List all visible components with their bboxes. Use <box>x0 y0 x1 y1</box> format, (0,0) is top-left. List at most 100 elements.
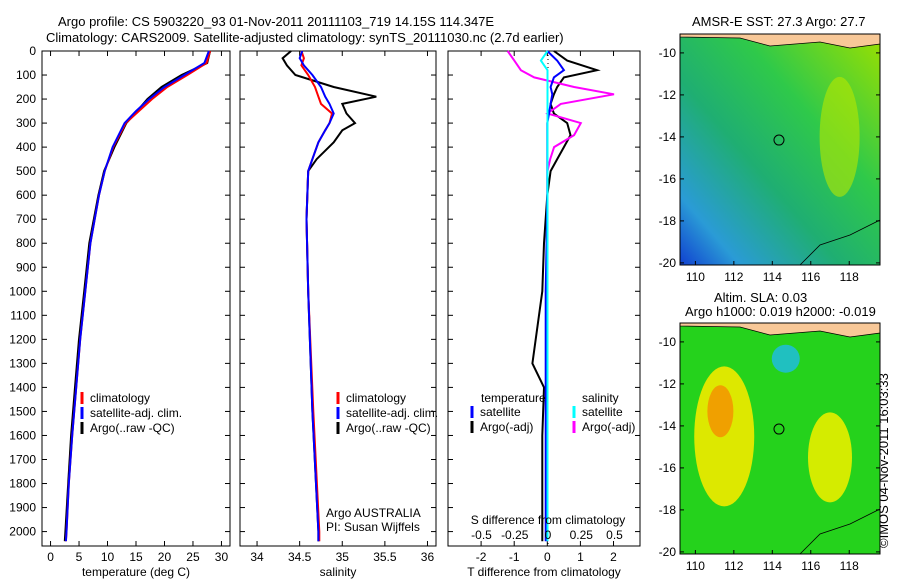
series-climatology-temperature <box>64 50 212 542</box>
depth-contour <box>799 219 881 266</box>
legend-heading: salinity <box>582 391 619 405</box>
series-climatology-salinity <box>300 50 334 542</box>
lon-tick-label: 114 <box>763 559 782 573</box>
title-line-1: Argo profile: CS 5903220_93 01-Nov-2011 … <box>58 14 495 29</box>
lon-tick-label: 118 <box>840 270 859 284</box>
y-tick-label: 1700 <box>9 452 36 466</box>
x-tick-label: 34.5 <box>288 550 312 564</box>
lat-tick-label: -20 <box>659 545 677 559</box>
y-tick-label: 1600 <box>9 428 36 442</box>
series-satellite-salinity <box>298 50 335 542</box>
y-tick-label: 1300 <box>9 356 36 370</box>
lat-tick-label: -10 <box>659 46 677 60</box>
x-tick-label: 34 <box>250 550 264 564</box>
lat-tick-label: -18 <box>659 214 677 228</box>
argo-location-marker <box>773 134 785 146</box>
x-tick-label: 15 <box>129 550 143 564</box>
x-axis-label: salinity <box>320 565 357 579</box>
legend-label: Argo(..raw -QC) <box>90 421 175 435</box>
lon-tick-label: 116 <box>801 559 820 573</box>
x2-tick-label: -0.25 <box>501 528 529 542</box>
lat-tick-label: -12 <box>659 88 677 102</box>
x-tick-label: 30 <box>215 550 229 564</box>
y-tick-label: 1100 <box>10 308 36 322</box>
x-tick-label: -1 <box>509 550 520 564</box>
sla-low-patch <box>771 344 800 373</box>
x-tick-label: 35.5 <box>373 550 397 564</box>
y-tick-label: 1800 <box>9 477 36 491</box>
series-s-satellite <box>539 50 549 542</box>
x-tick-label: 2 <box>610 550 617 564</box>
y-tick-label: 900 <box>16 260 36 274</box>
lon-tick-label: 112 <box>724 559 743 573</box>
y-tick-label: 1900 <box>9 501 36 515</box>
y-tick-label: 400 <box>16 140 36 154</box>
y-tick-label: 200 <box>16 92 36 106</box>
lon-tick-label: 112 <box>724 270 743 284</box>
axes-box-difference <box>447 50 641 547</box>
y-tick-label: 600 <box>16 188 36 202</box>
y-tick-label: 1000 <box>9 284 36 298</box>
lon-tick-label: 114 <box>763 270 782 284</box>
lat-tick-label: -16 <box>659 172 677 186</box>
lon-tick-label: 110 <box>686 559 705 573</box>
legend-heading: temperature <box>481 391 546 405</box>
legend-label: satellite <box>582 405 623 419</box>
sla-high-patch-2 <box>808 412 852 503</box>
x2-tick-label: 0 <box>545 528 552 542</box>
x-tick-label: 36 <box>421 550 435 564</box>
map-frame <box>679 33 881 266</box>
series-argo-temperature <box>63 50 212 542</box>
x-tick-label: 0 <box>544 550 551 564</box>
lat-tick-label: -20 <box>659 256 677 270</box>
lon-tick-label: 110 <box>686 270 705 284</box>
lat-tick-label: -16 <box>659 461 677 475</box>
map-frame <box>679 322 881 555</box>
title-line-2: Climatology: CARS2009. Satellite-adjuste… <box>46 30 564 45</box>
legend-label: satellite <box>480 405 521 419</box>
argo-location-marker <box>773 423 785 435</box>
lat-tick-label: -18 <box>659 503 677 517</box>
x-tick-label: 0 <box>47 550 54 564</box>
legend-label: satellite-adj. clim. <box>90 406 182 420</box>
x-tick-label: 25 <box>186 550 200 564</box>
lat-tick-label: -14 <box>659 419 677 433</box>
legend-label: Argo(..raw -QC) <box>346 421 431 435</box>
series-s-argo <box>506 50 615 542</box>
series-satellite-temperature <box>64 50 210 542</box>
x-tick-label: 10 <box>101 550 115 564</box>
legend-label: climatology <box>346 391 406 405</box>
legend-label: Argo(-adj) <box>582 420 635 434</box>
lon-tick-label: 118 <box>840 559 859 573</box>
x2-tick-label: -0.5 <box>471 528 492 542</box>
x-tick-label: 20 <box>158 550 172 564</box>
x-axis-label: temperature (deg C) <box>82 565 190 579</box>
y-tick-label: 1400 <box>9 380 36 394</box>
legend-label: climatology <box>90 391 150 405</box>
sst-warm-patch <box>819 76 860 197</box>
x2-tick-label: 0.5 <box>606 528 623 542</box>
y-tick-label: 1200 <box>9 332 36 346</box>
sst-map-title: AMSR-E SST: 27.3 Argo: 27.7 <box>692 14 866 29</box>
sla-map-title2: Argo h1000: 0.019 h2000: -0.019 <box>685 304 876 319</box>
x-axis-label-2: S difference from climatology <box>471 513 626 527</box>
depth-contour <box>799 508 881 555</box>
y-tick-label: 1500 <box>9 404 36 418</box>
x-tick-label: -2 <box>476 550 487 564</box>
annotation: Argo AUSTRALIA <box>326 506 421 520</box>
lat-tick-label: -10 <box>659 335 677 349</box>
lon-tick-label: 116 <box>801 270 820 284</box>
sla-peak-patch <box>707 385 734 438</box>
series-t-argo <box>531 50 601 542</box>
lat-tick-label: -12 <box>659 377 677 391</box>
lat-tick-label: -14 <box>659 130 677 144</box>
axes-box-salinity <box>239 50 437 547</box>
y-tick-label: 300 <box>16 116 36 130</box>
y-tick-label: 2000 <box>9 525 36 539</box>
x-tick-label: 35 <box>336 550 350 564</box>
x2-tick-label: 0.25 <box>570 528 594 542</box>
y-tick-label: 0 <box>29 44 36 58</box>
x-tick-label: 5 <box>76 550 83 564</box>
